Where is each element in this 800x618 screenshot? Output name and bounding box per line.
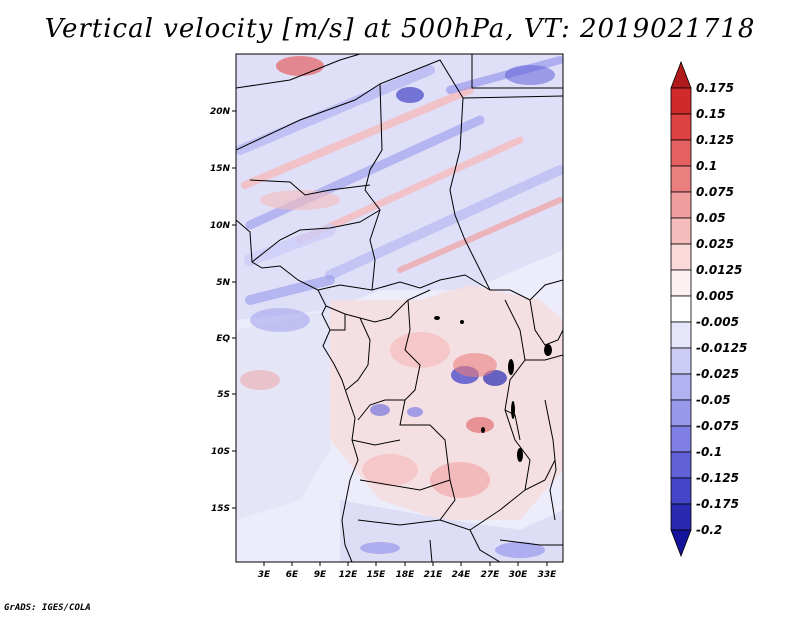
colorbar-segment-1 bbox=[670, 87, 692, 115]
colorbar-label: -0.05 bbox=[696, 393, 731, 407]
colorbar-label: 0.025 bbox=[696, 237, 734, 251]
lon-tick-6e: 6E bbox=[286, 570, 299, 580]
colorbar-segment-6 bbox=[670, 217, 692, 245]
colorbar-segment-3 bbox=[670, 139, 692, 167]
map-panel bbox=[235, 53, 564, 563]
colorbar-segment-18 bbox=[670, 529, 692, 558]
map-title: Vertical velocity [m/s] at 500hPa, VT: 2… bbox=[44, 14, 756, 44]
grads-credit: GrADS: IGES/COLA bbox=[4, 603, 91, 613]
colorbar-labels: 0.175 0.15 0.125 0.1 0.075 0.05 0.025 0.… bbox=[696, 81, 747, 537]
colorbar-segment-9 bbox=[670, 295, 692, 323]
lat-tick-5n: 5N bbox=[216, 278, 230, 288]
colorbar-label: -0.1 bbox=[696, 445, 722, 459]
lon-tick-12e: 12E bbox=[339, 570, 359, 580]
colorbar-label: -0.005 bbox=[696, 315, 739, 329]
colorbar-label: 0.005 bbox=[696, 289, 734, 303]
lakes bbox=[434, 316, 552, 462]
colorbar-segment-11 bbox=[670, 347, 692, 375]
colorbar-segment-16 bbox=[670, 477, 692, 505]
colorbar-label: -0.075 bbox=[696, 419, 739, 433]
colorbar-label: -0.025 bbox=[696, 367, 739, 381]
lon-tick-3e: 3E bbox=[258, 570, 271, 580]
colorbar-segment-17 bbox=[670, 503, 692, 531]
colorbar-segment-4 bbox=[670, 165, 692, 193]
colorbar-segment-8 bbox=[670, 269, 692, 297]
colorbar-label: 0.075 bbox=[696, 185, 734, 199]
lat-tick-20n: 20N bbox=[210, 107, 231, 117]
colorbar-segment-5 bbox=[670, 191, 692, 219]
lon-tick-15e: 15E bbox=[367, 570, 387, 580]
colorbar-segment-10 bbox=[670, 321, 692, 349]
colorbar-segment-7 bbox=[670, 243, 692, 271]
colorbar-label: 0.1 bbox=[696, 159, 717, 173]
colorbar-label: 0.0125 bbox=[696, 263, 742, 277]
colorbar-segment-0 bbox=[670, 60, 692, 89]
lon-tick-9e: 9E bbox=[314, 570, 327, 580]
colorbar-label: -0.175 bbox=[696, 497, 739, 511]
colorbar-segment-12 bbox=[670, 373, 692, 401]
lon-tick-33e: 33E bbox=[538, 570, 558, 580]
colorbar bbox=[670, 60, 692, 558]
lon-tick-27e: 27E bbox=[481, 570, 501, 580]
lon-tick-18e: 18E bbox=[396, 570, 416, 580]
map-frame bbox=[235, 53, 564, 563]
colorbar-label: 0.05 bbox=[696, 211, 726, 225]
colorbar-label: -0.125 bbox=[696, 471, 739, 485]
lon-tick-30e: 30E bbox=[509, 570, 529, 580]
colorbar-label: -0.2 bbox=[696, 523, 722, 537]
colorbar-label: 0.15 bbox=[696, 107, 726, 121]
lat-tick-15n: 15N bbox=[210, 164, 231, 174]
lat-tick-10n: 10N bbox=[210, 221, 231, 231]
lat-tick-5s: 5S bbox=[217, 390, 230, 400]
lon-axis: 3E 6E 9E 12E 15E 18E 21E 24E 27E 30E 33E bbox=[258, 562, 557, 580]
lon-tick-24e: 24E bbox=[452, 570, 472, 580]
lon-tick-21e: 21E bbox=[424, 570, 444, 580]
colorbar-label: 0.125 bbox=[696, 133, 734, 147]
colorbar-segment-14 bbox=[670, 425, 692, 453]
colorbar-segment-2 bbox=[670, 113, 692, 141]
colorbar-segment-15 bbox=[670, 451, 692, 479]
lat-tick-15s: 15S bbox=[211, 504, 230, 514]
lat-tick-eq: EQ bbox=[216, 334, 230, 344]
lat-tick-10s: 10S bbox=[211, 447, 230, 457]
country-borders bbox=[236, 54, 563, 562]
colorbar-label: 0.175 bbox=[696, 81, 734, 95]
colorbar-label: -0.0125 bbox=[696, 341, 747, 355]
colorbar-segment-13 bbox=[670, 399, 692, 427]
lat-axis: 20N 15N 10N 5N EQ 5S 10S 15S bbox=[210, 107, 236, 514]
